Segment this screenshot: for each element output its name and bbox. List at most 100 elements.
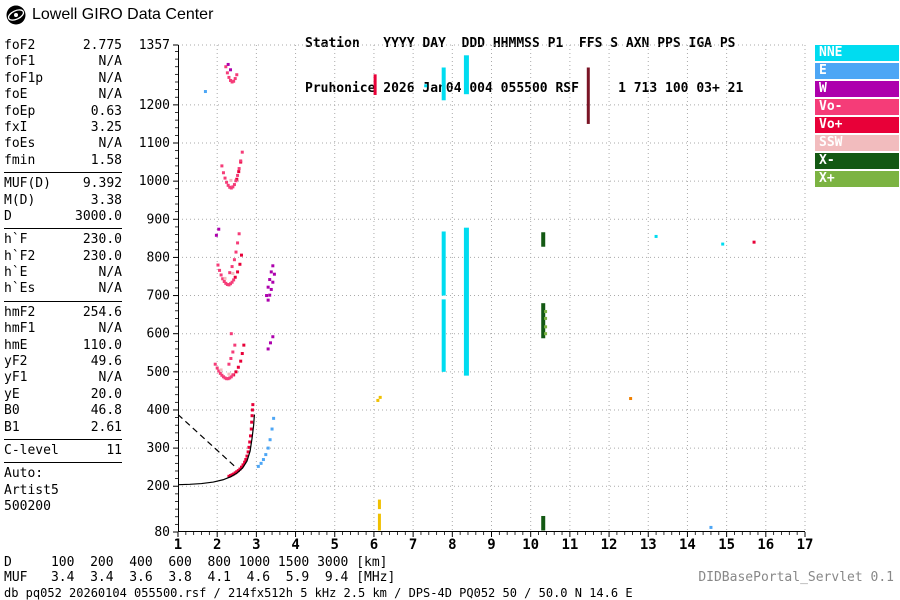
- y-tick-label: 800: [147, 250, 170, 265]
- x-tick-label: 13: [640, 537, 657, 553]
- param-value: 230.0: [82, 232, 122, 248]
- legend-item-vo: Vo-: [815, 99, 899, 115]
- param-value: N/A: [98, 281, 122, 297]
- legend-item-x: X-: [815, 153, 899, 169]
- series-vo: [213, 65, 244, 381]
- x-tick-label: 10: [522, 537, 539, 553]
- param-value: N/A: [98, 70, 122, 86]
- param-label: B1: [4, 419, 20, 435]
- param-row: C-level 11: [4, 443, 122, 459]
- param-value: N/A: [98, 265, 122, 281]
- param-label: foF1p: [4, 70, 44, 86]
- y-tick-label: 1000: [139, 174, 170, 189]
- series-e: [203, 90, 713, 529]
- param-label: foEs: [4, 136, 36, 152]
- param-row: hmE 110.0: [4, 338, 122, 354]
- param-label: D: [4, 208, 12, 224]
- param-label: 500200: [4, 499, 51, 515]
- param-label: h`Es: [4, 281, 36, 297]
- echo-bars: [373, 55, 590, 531]
- param-row: hmF2 254.6: [4, 305, 122, 321]
- y-tick-label: 700: [147, 289, 170, 304]
- param-value: N/A: [98, 370, 122, 386]
- servlet-version-label: DIDBasePortal_Servlet 0.1: [698, 570, 894, 585]
- y-tick-label: 900: [147, 212, 170, 227]
- y-tick-label: 600: [147, 327, 170, 342]
- series-yellowmisc: [376, 395, 382, 402]
- parameter-panel: foF2 2.775 foF1 N/A foF1p N/A foE N/A foEp 0.63 fx…: [4, 38, 122, 516]
- x-tick-label: 1: [174, 537, 182, 553]
- legend-item-w: W: [815, 81, 899, 97]
- legend-item-x: X+: [815, 171, 899, 187]
- param-row: h`F2 230.0: [4, 249, 122, 265]
- ionogram-svg: 1 2 3 4 5 6 7 8 9 10 11 12 13 14 15 16 17802003004005006…: [139, 38, 814, 553]
- direction-legend: NNE E W Vo- Vo+ SSW X- X+: [815, 45, 899, 189]
- x-tick-label: 14: [679, 537, 696, 553]
- series-nne: [424, 84, 725, 246]
- logo-text: Lowell GIRO Data Center: [32, 6, 214, 23]
- x-tick-label: 2: [213, 537, 221, 553]
- param-label: foEp: [4, 103, 36, 119]
- param-label: yF2: [4, 354, 28, 370]
- muf-table: D 100 200 400 600 800 1000 1500 3000 [km…: [4, 555, 395, 585]
- param-label: yE: [4, 386, 20, 402]
- x-axis-ticks: 1 2 3 4 5 6 7 8 9 10 11 12 13 14 15 16 17: [174, 532, 813, 553]
- status-bar: db pq052 20260104 055500.rsf / 214fx512h…: [4, 586, 633, 600]
- series-ssw: [219, 178, 235, 376]
- param-value: 9.392: [82, 176, 122, 192]
- param-row: yE 20.0: [4, 387, 122, 403]
- param-label: Auto:: [4, 466, 44, 482]
- param-label: foF2: [4, 38, 36, 53]
- param-label: Artist5: [4, 482, 59, 498]
- separator: [4, 228, 122, 230]
- param-value: 2.775: [82, 38, 122, 53]
- y-tick-label: 300: [147, 441, 170, 456]
- param-value: N/A: [98, 136, 122, 152]
- param-row: 500200: [4, 499, 122, 515]
- legend-item-ssw: SSW: [815, 135, 899, 151]
- giro-logo: Lowell GIRO Data Center: [6, 5, 213, 25]
- legend-item-e: E: [815, 63, 899, 79]
- separator: [4, 300, 122, 302]
- header-values-line: Pruhonice 2026 Jan04 004 055500 RSF 1 71…: [305, 81, 744, 96]
- param-value: 1.58: [90, 152, 122, 168]
- x-tick-label: 4: [291, 537, 299, 553]
- param-label: foE: [4, 87, 28, 103]
- model-lines: [177, 414, 256, 486]
- param-label: M(D): [4, 192, 36, 208]
- param-label: hmF2: [4, 304, 36, 320]
- x-tick-label: 7: [409, 537, 417, 553]
- param-row: h`E N/A: [4, 265, 122, 281]
- x-tick-label: 6: [370, 537, 378, 553]
- axes: [178, 45, 805, 532]
- x-tick-label: 5: [331, 537, 339, 553]
- param-label: hmF1: [4, 321, 36, 337]
- param-label: hmE: [4, 337, 28, 353]
- x-tick-label: 11: [561, 537, 578, 553]
- y-tick-label: 1100: [139, 136, 170, 151]
- param-row: hmF1 N/A: [4, 321, 122, 337]
- param-value: 3.38: [90, 192, 122, 208]
- param-value: 230.0: [82, 248, 122, 264]
- legend-item-vo: Vo+: [815, 117, 899, 133]
- param-row: foF2 2.775: [4, 38, 122, 54]
- param-value: 110.0: [82, 337, 122, 353]
- param-value: N/A: [98, 87, 122, 103]
- x-tick-label: 8: [448, 537, 456, 553]
- muf-table-text: D 100 200 400 600 800 1000 1500 3000 [km…: [4, 555, 396, 585]
- separator: [4, 172, 122, 174]
- param-label: foF1: [4, 54, 36, 70]
- y-tick-label: 1200: [139, 98, 170, 113]
- giro-globe-icon: [6, 5, 26, 25]
- param-label: h`F: [4, 232, 28, 248]
- series-x: [544, 310, 548, 336]
- ionogram-plot: 1 2 3 4 5 6 7 8 9 10 11 12 13 14 15 16 17 80 200 300 400 500 6…: [139, 38, 814, 553]
- param-label: B0: [4, 403, 20, 419]
- param-value: 11: [106, 442, 122, 458]
- x-tick-label: 3: [252, 537, 260, 553]
- series-orangemisc: [629, 397, 633, 401]
- separator: [4, 438, 122, 440]
- param-row: Artist5: [4, 483, 122, 499]
- param-value: 3.25: [90, 119, 122, 135]
- param-label: yF1: [4, 370, 28, 386]
